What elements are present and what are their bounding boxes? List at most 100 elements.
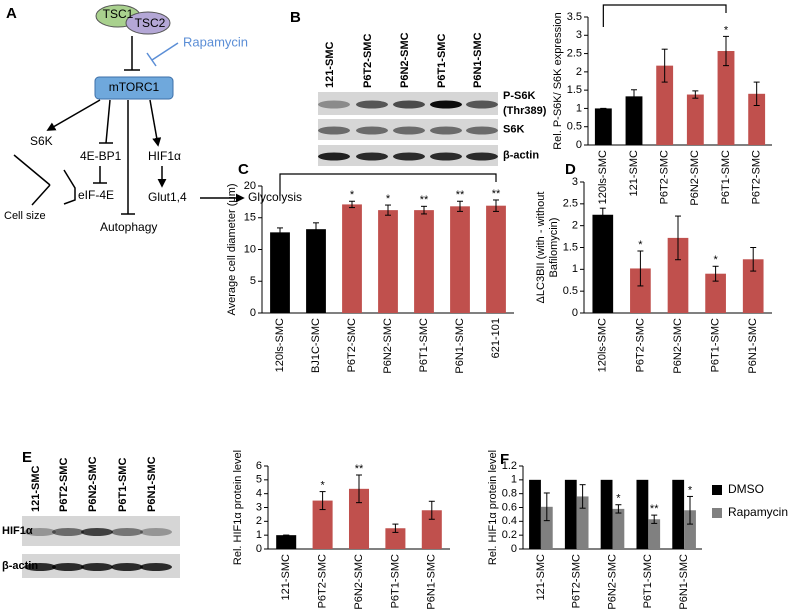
x-tick-label: P6T2-SMC xyxy=(317,554,329,608)
blot-band xyxy=(466,126,498,135)
node-label: mTORC1 xyxy=(109,80,160,94)
bar xyxy=(748,93,766,145)
y-tick-label: 0 xyxy=(511,543,517,555)
bar xyxy=(576,496,589,549)
blot-band xyxy=(111,528,143,536)
blot-band xyxy=(393,152,425,161)
node-label: Cell size xyxy=(4,210,46,222)
x-tick-label: P6N1-SMC xyxy=(426,554,438,610)
error-bar xyxy=(421,205,427,215)
y-tick-label: 1.5 xyxy=(563,241,578,253)
x-tick-label: P6T2-SMC xyxy=(659,150,671,204)
error-bar xyxy=(615,504,622,514)
bar xyxy=(648,519,661,549)
bracket xyxy=(602,4,727,27)
significance-mark: * xyxy=(386,193,391,205)
node-label: HIF1α xyxy=(148,149,181,163)
y-tick-label: 0 xyxy=(250,307,256,319)
y-tick-label: 20 xyxy=(244,180,256,192)
error-bar xyxy=(277,227,283,238)
error-bar xyxy=(349,200,355,209)
panel-label: C xyxy=(238,161,249,178)
panel-label: D xyxy=(565,161,576,178)
blot-band xyxy=(111,563,143,571)
error-bar xyxy=(750,247,757,272)
blot-band xyxy=(318,100,350,109)
blot-band xyxy=(140,563,172,571)
y-tick-label: 6 xyxy=(256,460,262,472)
bar xyxy=(705,273,726,313)
bar xyxy=(378,210,398,313)
x-tick-label: P6N2-SMC xyxy=(606,554,618,610)
row-label: β-actin xyxy=(2,560,38,572)
legend-swatch xyxy=(712,508,722,518)
bar xyxy=(656,65,674,145)
y-tick-label: 1 xyxy=(511,474,517,486)
y-axis-label: Bafilomycin) xyxy=(548,218,560,278)
y-tick-label: 5 xyxy=(256,474,262,486)
row-label: β-actin xyxy=(503,149,539,161)
x-tick-label: P6T1-SMC xyxy=(710,318,722,372)
y-tick-label: 3 xyxy=(576,29,582,41)
legend-swatch xyxy=(712,485,722,495)
error-bar xyxy=(675,215,681,261)
y-tick-label: 3 xyxy=(256,501,262,513)
significance-mark: ** xyxy=(355,463,364,475)
node-label: TSC2 xyxy=(135,16,166,30)
inhibit-line xyxy=(105,99,111,144)
y-tick-label: 5 xyxy=(250,275,256,287)
significance-mark: * xyxy=(320,479,325,491)
significance-mark: * xyxy=(713,254,718,266)
node-label: 4E-BP1 xyxy=(80,149,122,163)
error-bar xyxy=(692,90,699,99)
bar xyxy=(529,479,541,549)
y-tick-label: 0.6 xyxy=(502,501,517,513)
row-label: HIF1α xyxy=(2,525,33,537)
node-label: Rapamycin xyxy=(183,34,248,49)
blot-band xyxy=(140,528,172,536)
blot-band xyxy=(466,152,498,161)
bar xyxy=(625,96,643,145)
x-tick-label: P6T2-SMC xyxy=(751,150,763,204)
bar xyxy=(600,479,613,549)
x-tick-label: BJ1C-SMC xyxy=(310,318,322,373)
y-tick-label: 0 xyxy=(256,543,262,555)
panel-label: B xyxy=(290,9,301,26)
error-bar xyxy=(651,514,658,524)
bar xyxy=(348,488,370,549)
bar xyxy=(564,479,577,549)
tsc2-node xyxy=(125,11,171,35)
y-tick-label: 3.5 xyxy=(567,11,582,23)
blot-band xyxy=(81,563,113,571)
lane-label: P6T1-SMC xyxy=(436,34,448,88)
x-tick-label: 621-101 xyxy=(490,318,502,358)
error-bar xyxy=(631,89,637,104)
x-tick-label: P6T1-SMC xyxy=(389,554,401,608)
panel-label: E xyxy=(22,449,32,466)
bar xyxy=(594,108,612,145)
significance-mark: * xyxy=(350,189,355,201)
y-tick-label: 1 xyxy=(256,529,262,541)
significance-mark: ** xyxy=(492,188,501,200)
x-tick-label: P6N1-SMC xyxy=(678,554,690,610)
blot-band xyxy=(430,152,462,161)
y-tick-label: 2 xyxy=(576,66,582,78)
bar xyxy=(414,210,434,313)
y-tick-label: 2 xyxy=(572,220,578,232)
lane-label: P6N1-SMC xyxy=(146,456,158,512)
bar xyxy=(686,94,704,145)
y-tick-label: 0 xyxy=(576,139,582,151)
error-bar xyxy=(319,491,326,511)
x-tick-label: P6T1-SMC xyxy=(720,150,732,204)
blot-band xyxy=(318,126,350,135)
legend-label: Rapamycin xyxy=(728,505,788,519)
panel-label: F xyxy=(500,451,509,468)
x-tick-label: P6T1-SMC xyxy=(418,318,430,372)
y-axis-label: Rel. HIF1α protein level xyxy=(232,450,244,565)
blot-band xyxy=(393,100,425,109)
bar xyxy=(630,268,651,313)
bar xyxy=(276,535,297,549)
error-bar xyxy=(457,200,463,212)
y-tick-label: 2.5 xyxy=(563,198,578,210)
